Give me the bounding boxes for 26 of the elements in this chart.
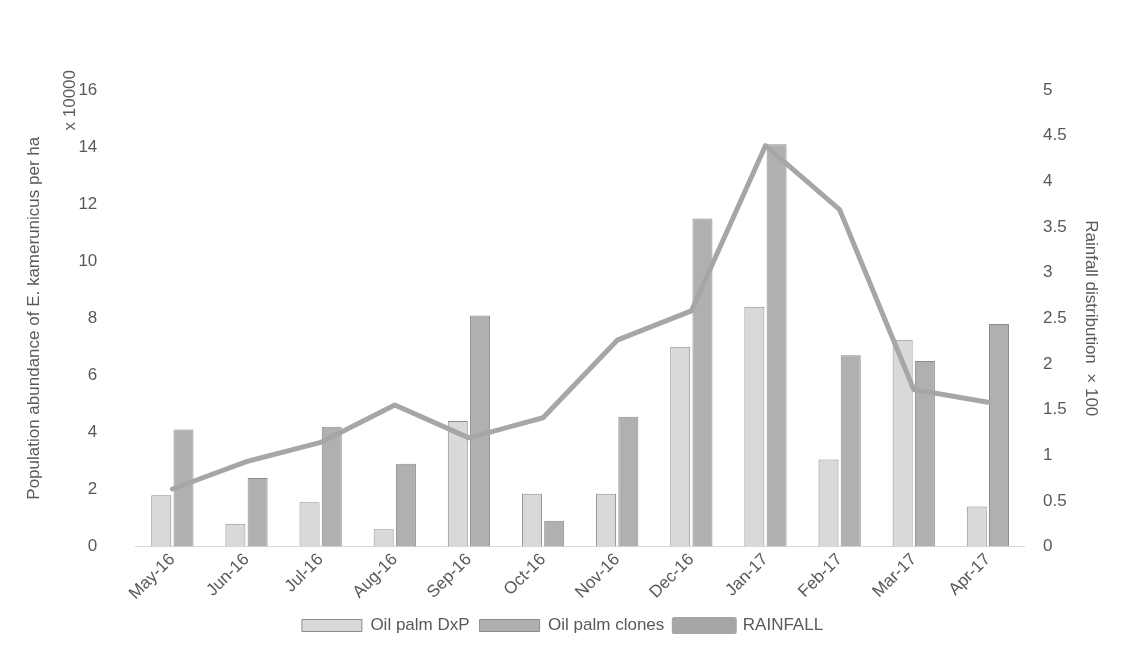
y-tick-label: 10 (78, 250, 98, 270)
y-tick-label: 14 (78, 136, 98, 156)
y2-tick-label: 3.5 (1042, 216, 1067, 236)
y2-axis-title: Rainfall distribution × 100 (1082, 220, 1102, 417)
y-tick-label: 8 (87, 307, 98, 327)
y2-tick-label: 2.5 (1042, 307, 1067, 327)
y2-tick-label: 3 (1042, 262, 1053, 282)
legend-label: Oil palm clones (548, 615, 665, 635)
text: x 10000 (59, 70, 79, 131)
y-axis-title: Population abundance of E. kamerunicus per ha (23, 136, 43, 500)
y2-tick-label: 5 (1042, 79, 1053, 99)
y-tick-label: 4 (87, 422, 98, 442)
y2-tick-label: 2 (1042, 353, 1053, 373)
y2-tick-label: 4 (1042, 170, 1053, 190)
y2-tick-label: 1.5 (1042, 399, 1067, 419)
y2-tick-label: 4.5 (1042, 125, 1067, 145)
y-tick-label: 0 (87, 536, 98, 556)
y-tick-label: 16 (78, 79, 98, 99)
legend-label: RAINFALL (742, 615, 824, 635)
y-tick-label: 6 (87, 364, 98, 384)
y2-tick-label: 1 (1042, 444, 1053, 464)
y-tick-label: 2 (87, 479, 98, 499)
y2-tick-label: 0 (1042, 536, 1053, 556)
legend-label: Oil palm DxP (370, 615, 470, 635)
y2-tick-label: 0.5 (1042, 490, 1067, 510)
y-tick-label: 12 (78, 193, 98, 213)
